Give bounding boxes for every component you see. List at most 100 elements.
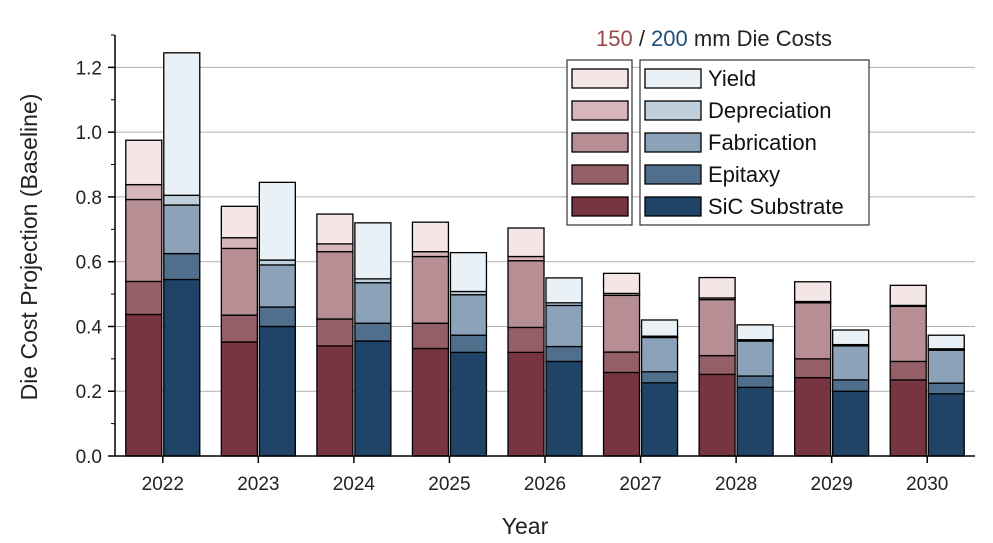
bar-segment-150mm-sic-substrate-2029: [794, 376, 832, 457]
bar-segment-200mm-depreciation-2022: [163, 194, 201, 206]
legend-label-fabrication: Fabrication: [708, 130, 817, 155]
bar-segment-150mm-yield-2023: [220, 205, 258, 239]
y-axis-title: Die Cost Projection (Baseline): [16, 94, 42, 401]
legend-title-150: 150: [596, 26, 633, 51]
bar-segment-150mm-sic-substrate-2024: [316, 345, 354, 457]
bar-segment-150mm-fabrication-2024: [316, 251, 354, 320]
bar-segment-200mm-sic-substrate-2028: [736, 386, 774, 457]
bar-segment-150mm-depreciation-2023: [220, 237, 258, 250]
bar-segment-200mm-fabrication-2030: [927, 349, 965, 384]
bar-segment-200mm-epitaxy-2029: [832, 379, 870, 392]
x-tick-label: 2026: [524, 474, 566, 495]
bar-segment-200mm-sic-substrate-2030: [927, 393, 965, 457]
bar-segment-150mm-epitaxy-2024: [316, 318, 354, 347]
legend-title-200: 200: [651, 26, 688, 51]
bar-segment-200mm-fabrication-2026: [545, 304, 583, 348]
bar-segment-150mm-epitaxy-2028: [698, 354, 736, 376]
bar-segment-200mm-yield-2030: [927, 334, 965, 350]
bar-segment-200mm-epitaxy-2030: [927, 382, 965, 395]
x-tick-label: 2024: [333, 474, 376, 495]
bar-segment-150mm-fabrication-2028: [698, 298, 736, 357]
bar-segment-200mm-sic-substrate-2024: [354, 340, 392, 457]
bar-segment-150mm-yield-2026: [507, 227, 545, 258]
legend-label-depreciation: Depreciation: [708, 98, 832, 123]
bar-segment-150mm-yield-2024: [316, 213, 354, 245]
legend-swatch-200-yield: [644, 68, 702, 89]
y-tick-label: 0.8: [76, 188, 102, 209]
bar-segment-150mm-yield-2025: [411, 221, 450, 253]
legend: Yield Depreciation Fabrication Epitaxy SiC S…: [566, 59, 870, 226]
legend-swatch-150-depreciation: [571, 100, 629, 121]
bar-segment-200mm-epitaxy-2024: [354, 322, 392, 342]
legend-swatch-200-fabrication: [644, 132, 702, 153]
legend-label-yield: Yield: [708, 66, 756, 91]
bar-segment-150mm-depreciation-2022: [125, 183, 163, 201]
x-axis-title: Year: [502, 513, 549, 539]
bar-segment-200mm-sic-substrate-2022: [163, 278, 201, 457]
y-tick-label: 0.0: [76, 447, 102, 468]
bar-segment-150mm-sic-substrate-2023: [220, 341, 258, 457]
y-tick-label: 0.4: [76, 317, 103, 338]
bar-segment-150mm-fabrication-2026: [507, 260, 545, 329]
axes: 0.0 0.2 0.4 0.6 0.8 1.0 1.2 2022 2023 2024 2025 202…: [76, 34, 975, 495]
bar-segment-150mm-sic-substrate-2030: [889, 379, 927, 457]
legend-swatch-150-epitaxy: [571, 164, 629, 185]
bar-segment-200mm-fabrication-2023: [258, 264, 296, 308]
x-tick-label: 2025: [428, 474, 470, 495]
bar-segment-150mm-depreciation-2024: [316, 243, 354, 253]
bar-segment-200mm-yield-2029: [832, 329, 870, 346]
bar-segment-200mm-yield-2024: [354, 222, 392, 280]
bar-segment-200mm-sic-substrate-2027: [640, 382, 679, 457]
bar-segment-150mm-epitaxy-2023: [220, 314, 258, 343]
x-tick-label: 2023: [237, 474, 279, 495]
legend-swatch-200-sic-substrate: [644, 196, 702, 217]
y-tick-label: 1.2: [76, 58, 102, 79]
bar-segment-150mm-epitaxy-2029: [794, 358, 832, 379]
bar-segment-150mm-depreciation-2025: [411, 251, 450, 258]
x-tick-label: 2029: [811, 474, 853, 495]
bar-segment-150mm-fabrication-2025: [411, 255, 450, 324]
bar-segment-200mm-sic-substrate-2025: [449, 351, 488, 457]
bar-segment-200mm-epitaxy-2028: [736, 375, 774, 388]
bar-segment-150mm-fabrication-2022: [125, 198, 163, 283]
bar-segment-200mm-fabrication-2028: [736, 340, 774, 377]
y-tick-label: 0.2: [76, 382, 102, 403]
bar-segment-150mm-yield-2028: [698, 276, 736, 299]
bar-segment-200mm-sic-substrate-2026: [545, 360, 583, 457]
legend-swatch-150-fabrication: [571, 132, 629, 153]
bar-segment-150mm-yield-2022: [125, 139, 163, 186]
gridlines: [115, 66, 975, 392]
bar-segment-200mm-yield-2022: [163, 52, 201, 196]
bar-segment-200mm-epitaxy-2026: [545, 345, 583, 363]
bar-segment-200mm-yield-2025: [449, 251, 488, 293]
bar-segment-150mm-epitaxy-2030: [889, 360, 927, 381]
x-tick-label: 2022: [142, 474, 184, 495]
bar-segment-200mm-yield-2023: [258, 181, 296, 261]
bar-segment-200mm-fabrication-2029: [832, 345, 870, 381]
bar-segment-200mm-yield-2026: [545, 277, 583, 304]
bar-segment-150mm-epitaxy-2022: [125, 280, 163, 316]
bar-segment-200mm-epitaxy-2027: [640, 371, 679, 384]
bar-segment-200mm-epitaxy-2023: [258, 306, 296, 328]
legend-swatch-200-epitaxy: [644, 164, 702, 185]
bar-segment-200mm-depreciation-2023: [258, 259, 296, 266]
legend-swatch-150-sic-substrate: [571, 196, 629, 217]
bar-segment-200mm-fabrication-2024: [354, 282, 392, 324]
bar-segment-150mm-sic-substrate-2027: [602, 371, 641, 457]
bar-segment-150mm-fabrication-2027: [602, 294, 641, 353]
legend-title-rest: mm Die Costs: [688, 26, 832, 51]
legend-swatch-150-yield: [571, 68, 629, 89]
legend-swatch-200-depreciation: [644, 100, 702, 121]
legend-label-sic-substrate: SiC Substrate: [708, 194, 844, 219]
legend-title: 150 / 200 mm Die Costs: [596, 26, 832, 51]
bar-segment-200mm-yield-2027: [640, 319, 679, 337]
bar-segment-200mm-fabrication-2022: [163, 204, 201, 255]
bar-segment-200mm-yield-2028: [736, 324, 774, 341]
bar-segment-150mm-yield-2027: [602, 272, 641, 295]
bar-segment-150mm-fabrication-2029: [794, 302, 832, 360]
bar-segment-200mm-epitaxy-2025: [449, 334, 488, 354]
bar-segment-150mm-yield-2030: [889, 284, 927, 307]
x-tick-label: 2028: [715, 474, 757, 495]
bar-segment-150mm-epitaxy-2027: [602, 351, 641, 374]
